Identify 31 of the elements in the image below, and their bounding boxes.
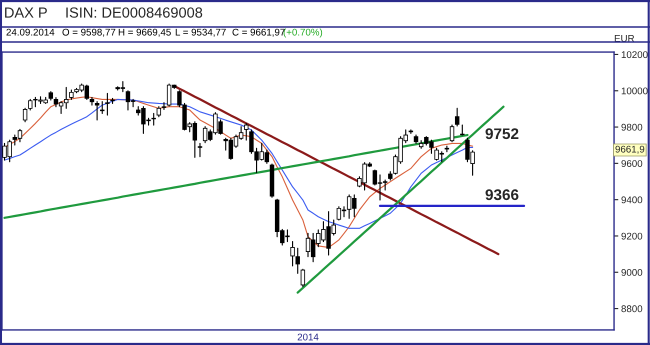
annotation: 9366 (486, 189, 518, 200)
text: 9661,9 (615, 146, 644, 154)
y-tick-label: 9600 (621, 160, 642, 167)
candlestick (100, 101, 104, 114)
candlestick (94, 101, 100, 121)
chart-title: DAX P (5, 8, 47, 18)
candlestick (244, 122, 248, 141)
y-tick-label: 9200 (621, 232, 642, 240)
y-tick-label: 9000 (621, 269, 642, 276)
chart-subtitle: ISIN: DE0008469008 (66, 7, 202, 18)
text: L = 9534,77 (176, 28, 226, 37)
candlestick (105, 92, 110, 116)
text: H = 9669,45 (118, 28, 171, 37)
candlestick (69, 89, 74, 100)
candlestick (460, 124, 465, 136)
candlestick (300, 268, 306, 288)
text: 2014 (298, 334, 319, 340)
candlestick (151, 112, 156, 126)
text: (+0.70%) (284, 28, 322, 38)
y-tick-label: 9800 (621, 124, 642, 131)
text: 24.09.2014 (6, 28, 54, 36)
candlestick (156, 106, 162, 118)
candlestick (22, 108, 28, 122)
candlestick (454, 108, 460, 127)
text: C = 9661,97 (232, 28, 285, 37)
text: O = 9598,77 (62, 28, 116, 37)
y-tick-label: 9400 (621, 196, 642, 204)
y-tick-label: 8800 (621, 305, 642, 312)
candlestick (28, 98, 32, 111)
annotation: 9752 (486, 128, 518, 140)
candlestick (198, 142, 202, 158)
